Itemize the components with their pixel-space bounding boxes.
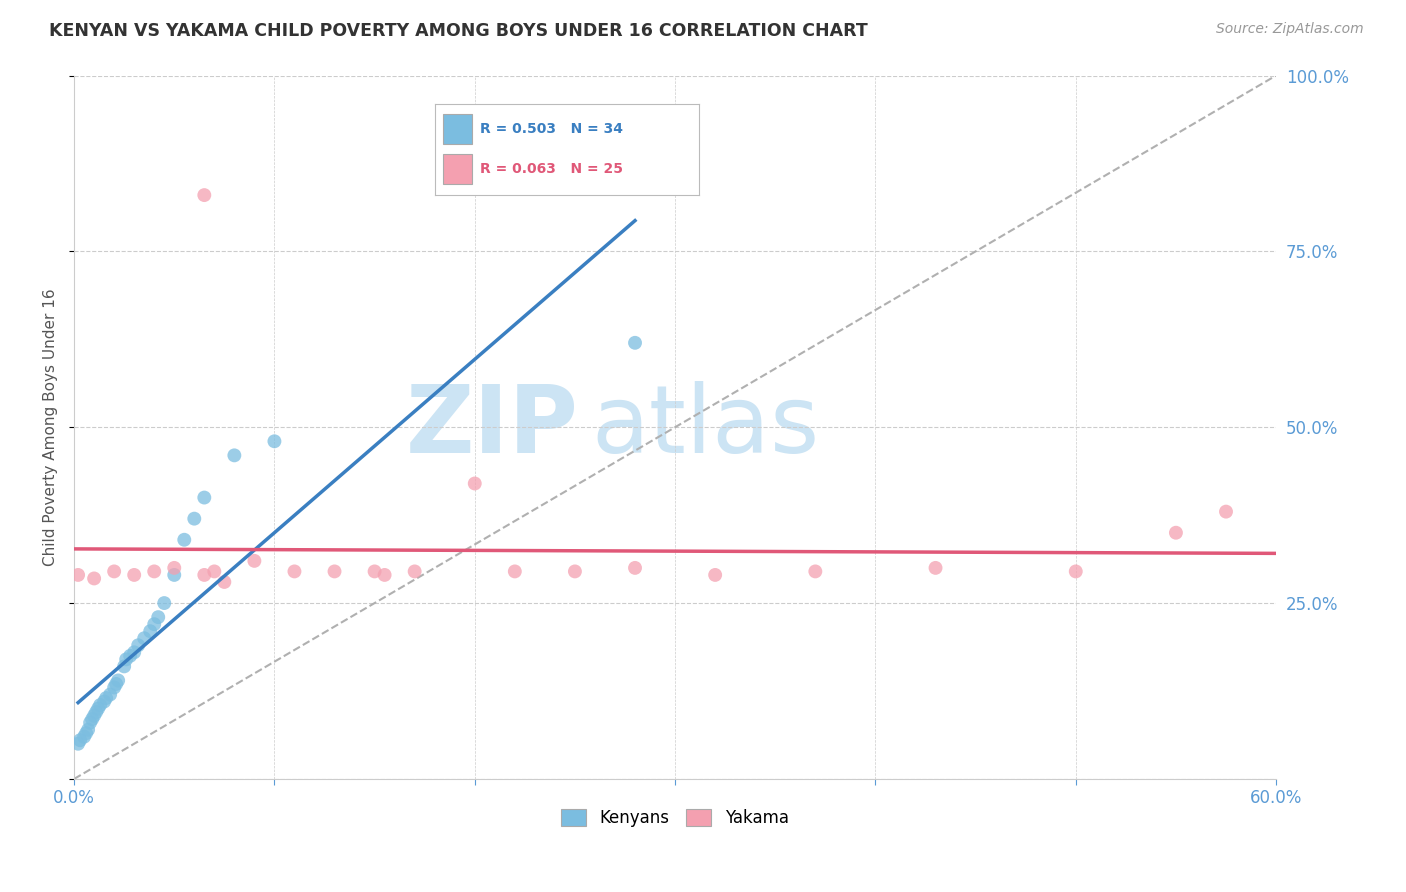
- Point: [115, 652, 138, 666]
- Point: [120, 648, 142, 663]
- Point: [103, 565, 125, 579]
- Text: atlas: atlas: [591, 381, 820, 474]
- Point: [163, 568, 186, 582]
- Point: [105, 677, 128, 691]
- Point: [404, 565, 426, 579]
- Point: [67, 568, 90, 582]
- Point: [363, 565, 385, 579]
- Point: [69, 733, 91, 747]
- Point: [243, 554, 266, 568]
- Text: ZIP: ZIP: [406, 381, 579, 474]
- Point: [924, 561, 946, 575]
- Point: [224, 448, 246, 462]
- Point: [148, 610, 170, 624]
- Point: [624, 335, 647, 350]
- Point: [79, 715, 101, 730]
- Y-axis label: Child Poverty Among Boys Under 16: Child Poverty Among Boys Under 16: [44, 288, 58, 566]
- Point: [624, 561, 647, 575]
- Text: KENYAN VS YAKAMA CHILD POVERTY AMONG BOYS UNDER 16 CORRELATION CHART: KENYAN VS YAKAMA CHILD POVERTY AMONG BOY…: [49, 22, 868, 40]
- Point: [374, 568, 396, 582]
- Point: [112, 659, 135, 673]
- Point: [103, 681, 125, 695]
- Point: [143, 617, 166, 632]
- Point: [503, 565, 526, 579]
- Point: [67, 737, 90, 751]
- Point: [82, 712, 104, 726]
- Point: [1215, 505, 1237, 519]
- Point: [214, 574, 236, 589]
- Point: [173, 533, 195, 547]
- Text: Source: ZipAtlas.com: Source: ZipAtlas.com: [1216, 22, 1364, 37]
- Point: [127, 638, 149, 652]
- Point: [122, 568, 145, 582]
- Point: [464, 476, 486, 491]
- Point: [84, 705, 107, 719]
- Point: [323, 565, 346, 579]
- Point: [704, 568, 727, 582]
- Point: [804, 565, 827, 579]
- Point: [83, 708, 105, 723]
- Legend: Kenyans, Yakama: Kenyans, Yakama: [555, 803, 796, 834]
- Point: [564, 565, 586, 579]
- Point: [163, 561, 186, 575]
- Point: [202, 565, 225, 579]
- Point: [143, 565, 166, 579]
- Point: [122, 645, 145, 659]
- Point: [193, 568, 215, 582]
- Point: [1064, 565, 1087, 579]
- Point: [77, 723, 100, 737]
- Point: [153, 596, 176, 610]
- Point: [1164, 525, 1187, 540]
- Point: [193, 491, 215, 505]
- Point: [93, 694, 115, 708]
- Point: [139, 624, 162, 639]
- Point: [283, 565, 305, 579]
- Point: [75, 726, 97, 740]
- Point: [98, 688, 121, 702]
- Point: [193, 188, 215, 202]
- Point: [73, 730, 96, 744]
- Point: [134, 632, 156, 646]
- Point: [183, 511, 205, 525]
- Point: [89, 698, 111, 712]
- Point: [263, 434, 285, 449]
- Point: [87, 701, 110, 715]
- Point: [107, 673, 129, 688]
- Point: [94, 691, 117, 706]
- Point: [83, 571, 105, 585]
